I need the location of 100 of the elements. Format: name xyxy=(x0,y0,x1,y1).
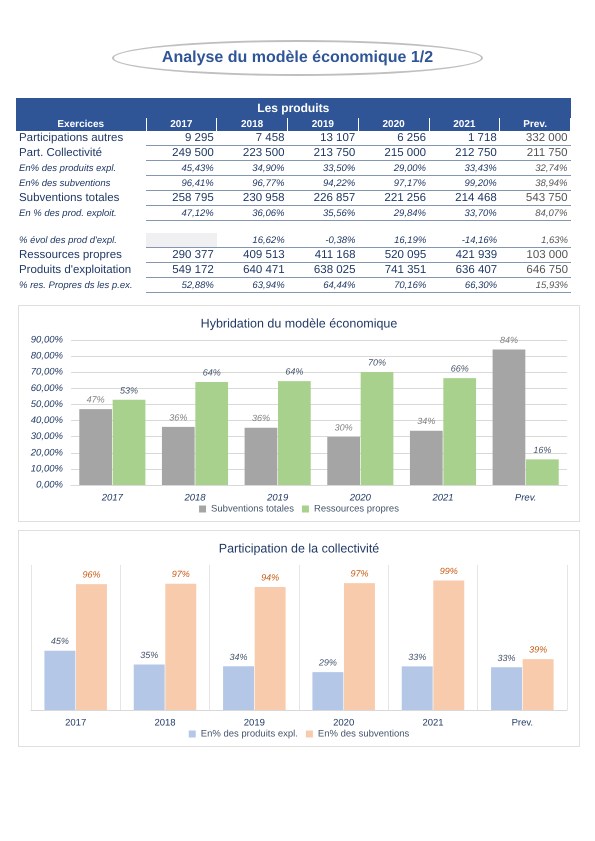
data-label: 29,84% xyxy=(358,206,429,220)
legend-label: Subventions totales xyxy=(211,504,294,514)
x-tick-label: Prev. xyxy=(512,718,534,728)
x-tick-label: 2019 xyxy=(266,492,289,504)
data-label: 103 000 xyxy=(500,248,571,262)
legend-label: En% des produits expl. xyxy=(200,728,298,740)
bar xyxy=(360,372,394,485)
x-tick-label: 2020 xyxy=(358,118,429,131)
bar xyxy=(410,430,443,485)
y-tick-label: En % des prod. exploit. xyxy=(18,206,118,220)
data-label: 212 750 xyxy=(429,146,500,160)
y-tick-label: % res. Propres ds les p.ex. xyxy=(18,278,134,292)
data-label: 52,88% xyxy=(146,278,217,292)
data-label: -0,38% xyxy=(288,233,358,248)
data-label: 520 095 xyxy=(358,248,430,262)
data-label: 16,62% xyxy=(216,233,288,248)
bar xyxy=(491,667,522,710)
data-label: 47% xyxy=(86,394,105,405)
chart-title: Analyse du modèle économique 1/2 xyxy=(112,40,484,76)
data-label: 211 750 xyxy=(500,146,570,160)
data-label: 16% xyxy=(533,444,552,455)
data-label: 646 750 xyxy=(500,262,571,278)
data-label: 13 107 xyxy=(288,131,358,146)
bar xyxy=(443,378,476,485)
data-label: 32,74% xyxy=(500,160,570,176)
y-tick-label: 20,00% xyxy=(30,447,64,458)
data-label: -14,16% xyxy=(429,233,500,248)
data-label: 638 025 xyxy=(288,262,358,278)
data-label: 7 458 xyxy=(216,131,288,146)
data-label: 66% xyxy=(450,364,469,374)
data-label: 6 256 xyxy=(358,131,429,146)
data-label: 64% xyxy=(285,366,304,377)
data-label: 66,30% xyxy=(429,278,500,292)
data-label: 36,06% xyxy=(216,206,288,220)
bar xyxy=(244,428,278,485)
data-label: 1 718 xyxy=(429,131,500,146)
data-label: 411 168 xyxy=(288,248,358,262)
y-tick-label: 80,00% xyxy=(30,350,64,362)
legend-label: Ressources propres xyxy=(314,504,400,514)
y-tick-label: En% des subventions xyxy=(18,176,112,190)
bar xyxy=(134,664,165,710)
chart-subtitle: Les produits xyxy=(16,98,570,118)
bar xyxy=(165,584,196,710)
data-label: 97% xyxy=(350,568,368,579)
data-label: 45,43% xyxy=(146,160,217,176)
bar xyxy=(223,666,254,710)
data-label: 53% xyxy=(120,385,138,396)
x-tick-label: 2021 xyxy=(429,118,500,131)
data-label: 33,50% xyxy=(288,160,358,176)
data-label: 9 295 xyxy=(146,131,217,146)
x-tick-label: 2018 xyxy=(154,718,176,728)
data-label: 99,20% xyxy=(429,176,500,190)
data-label: 94,22% xyxy=(288,176,358,190)
data-label: 29,00% xyxy=(358,160,429,176)
data-label: 45% xyxy=(50,636,69,646)
data-label: 549 172 xyxy=(146,262,217,278)
y-tick-label: 40,00% xyxy=(30,415,64,426)
data-label: 230 958 xyxy=(216,190,288,206)
data-label: 15,93% xyxy=(500,278,571,292)
data-label: 84% xyxy=(500,335,518,346)
data-label: 38,94% xyxy=(500,176,570,190)
bar xyxy=(195,382,228,485)
data-label: 290 377 xyxy=(146,248,217,262)
y-tick-label: 30,00% xyxy=(30,431,64,442)
data-label: 84,07% xyxy=(500,206,570,220)
y-tick-label: Produits d'exploitation xyxy=(18,263,132,278)
data-label: 226 857 xyxy=(288,190,358,206)
data-label: 36% xyxy=(252,413,270,424)
data-label: 33,43% xyxy=(429,160,500,176)
y-tick-label: Part. Collectivité xyxy=(18,146,104,160)
data-label: 221 256 xyxy=(358,190,429,206)
bar xyxy=(278,381,311,485)
y-tick-label: En% des produits expl. xyxy=(18,162,118,176)
bar xyxy=(254,587,286,710)
bar xyxy=(312,672,344,710)
data-label: 99% xyxy=(440,566,458,576)
data-label: 249 500 xyxy=(146,146,217,160)
data-label: 70,16% xyxy=(358,278,430,292)
data-label: 64,44% xyxy=(288,278,358,292)
x-tick-label: 2018 xyxy=(216,118,288,131)
data-label: 96,41% xyxy=(146,176,217,190)
bar xyxy=(522,659,554,710)
y-tick-label: 60,00% xyxy=(30,382,64,394)
data-label: 96% xyxy=(82,570,100,580)
x-tick-label: 2021 xyxy=(422,718,444,728)
data-label: 33,70% xyxy=(429,206,500,220)
data-label: 47,12% xyxy=(146,206,217,220)
data-label: 34% xyxy=(230,652,248,662)
bar xyxy=(433,580,464,710)
x-tick-label: Prev. xyxy=(500,118,570,131)
bar xyxy=(76,584,107,710)
x-tick-label: 2020 xyxy=(348,492,372,504)
y-tick-label: 10,00% xyxy=(30,463,64,474)
data-label: 543 750 xyxy=(500,190,570,206)
data-label: 1,63% xyxy=(500,233,571,248)
y-tick-label: Subventions totales xyxy=(18,191,120,206)
data-label: 96,77% xyxy=(216,176,288,190)
data-label: 34% xyxy=(417,416,436,426)
y-tick-label: % évol des prod d'expl. xyxy=(18,234,118,248)
data-label: 741 351 xyxy=(358,262,430,278)
